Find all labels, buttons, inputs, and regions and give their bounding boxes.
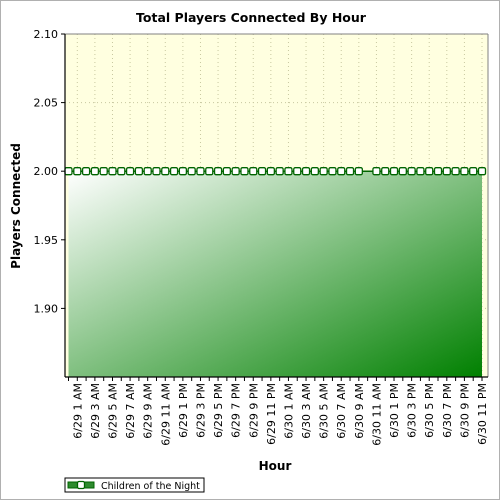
data-point-marker bbox=[469, 167, 478, 176]
series-markers bbox=[64, 167, 487, 176]
legend-box bbox=[64, 477, 205, 493]
x-tick-label: 6/30 9 AM bbox=[353, 383, 366, 439]
data-point-marker bbox=[213, 167, 223, 176]
data-point-marker bbox=[301, 167, 311, 176]
data-point-marker bbox=[90, 167, 100, 176]
x-tick-label: 6/29 1 PM bbox=[177, 383, 190, 438]
x-tick-label: 6/29 7 PM bbox=[230, 383, 243, 438]
data-point-marker bbox=[240, 167, 249, 176]
x-tick-label: 6/30 3 PM bbox=[406, 383, 419, 438]
data-point-marker bbox=[416, 167, 425, 176]
data-point-marker bbox=[407, 167, 416, 176]
x-tick-label: 6/30 1 PM bbox=[388, 383, 401, 438]
data-point-marker bbox=[460, 167, 469, 176]
data-point-marker bbox=[293, 167, 302, 176]
data-point-marker bbox=[275, 167, 284, 176]
data-point-marker bbox=[134, 167, 144, 176]
x-tick-label: 6/30 5 PM bbox=[423, 383, 436, 438]
data-point-marker bbox=[381, 167, 390, 176]
data-point-marker bbox=[73, 167, 82, 176]
data-point-marker bbox=[161, 167, 170, 176]
data-point-marker bbox=[99, 167, 108, 176]
legend-marker bbox=[76, 480, 86, 490]
y-tick-label: 2.05 bbox=[34, 97, 59, 110]
data-point-marker bbox=[477, 167, 487, 176]
data-point-marker bbox=[442, 167, 451, 176]
y-tick-labels: 1.90 1.95 2.00 2.05 2.10 bbox=[34, 28, 59, 315]
data-point-marker bbox=[231, 167, 240, 176]
data-point-marker bbox=[337, 167, 346, 176]
y-tick-label: 1.95 bbox=[34, 234, 59, 247]
x-tick-label: 6/29 7 AM bbox=[124, 383, 137, 439]
data-point-marker bbox=[108, 167, 117, 176]
data-point-marker bbox=[389, 167, 399, 176]
data-point-marker bbox=[249, 167, 258, 176]
x-tick-label: 6/29 1 AM bbox=[71, 383, 84, 439]
data-point-marker bbox=[345, 167, 355, 176]
x-tick-label: 6/29 9 AM bbox=[142, 383, 155, 439]
data-point-marker bbox=[125, 167, 135, 176]
data-point-marker bbox=[81, 167, 91, 176]
data-point-marker bbox=[117, 167, 126, 176]
data-point-marker bbox=[451, 167, 460, 176]
data-point-marker bbox=[319, 167, 328, 176]
x-tick-label: 6/29 3 AM bbox=[89, 383, 102, 439]
data-point-marker bbox=[398, 167, 407, 176]
data-point-marker bbox=[196, 167, 205, 176]
data-point-marker bbox=[328, 167, 337, 176]
axes bbox=[61, 33, 489, 381]
x-tick-label: 6/30 7 AM bbox=[335, 383, 348, 439]
data-point-marker bbox=[152, 167, 161, 176]
x-tick-label: 6/30 9 PM bbox=[458, 383, 471, 438]
data-point-marker bbox=[169, 167, 179, 176]
data-point-marker bbox=[266, 167, 276, 176]
x-tick-label: 6/29 11 PM bbox=[265, 383, 278, 445]
x-tick-label: 6/30 11 PM bbox=[476, 383, 489, 445]
x-tick-labels: 6/29 1 AM 6/29 3 AM 6/29 5 AM 6/29 7 AM 6/29… bbox=[71, 383, 489, 446]
x-tick-label: 6/29 3 PM bbox=[194, 383, 207, 438]
data-point-marker bbox=[205, 167, 214, 176]
data-point-marker bbox=[178, 167, 188, 176]
y-tick-label: 2.10 bbox=[34, 28, 59, 41]
x-tick-label: 6/30 11 AM bbox=[370, 383, 383, 446]
x-tick-label: 6/29 5 PM bbox=[212, 383, 225, 438]
data-point-marker bbox=[425, 167, 434, 176]
x-tick-label: 6/29 9 PM bbox=[247, 383, 260, 438]
series-area bbox=[68, 171, 482, 377]
data-point-marker bbox=[64, 167, 73, 176]
data-point-marker bbox=[143, 167, 152, 176]
y-axis-title: Players Connected bbox=[9, 143, 23, 269]
data-point-marker bbox=[310, 167, 319, 176]
x-axis-title: Hour bbox=[259, 459, 292, 473]
legend-label: Children of the Night bbox=[101, 481, 200, 492]
legend: Children of the Night bbox=[64, 477, 205, 493]
x-tick-label: 6/30 5 AM bbox=[318, 383, 331, 439]
x-tick-label: 6/29 11 AM bbox=[159, 383, 172, 446]
data-point-marker bbox=[284, 167, 293, 176]
data-point-marker bbox=[187, 167, 196, 176]
x-tick-label: 6/30 3 AM bbox=[300, 383, 313, 439]
x-tick-label: 6/30 1 AM bbox=[282, 383, 295, 439]
x-tick-label: 6/29 5 AM bbox=[106, 383, 119, 439]
chart-title: Total Players Connected By Hour bbox=[136, 10, 367, 25]
data-point-marker bbox=[433, 167, 443, 176]
data-point-marker bbox=[222, 167, 232, 176]
x-tick-label: 6/30 7 PM bbox=[441, 383, 454, 438]
y-tick-label: 1.90 bbox=[34, 302, 59, 315]
data-point-marker bbox=[257, 167, 267, 176]
data-point-marker bbox=[372, 167, 381, 176]
data-point-marker bbox=[354, 167, 363, 176]
y-tick-label: 2.00 bbox=[34, 165, 59, 178]
